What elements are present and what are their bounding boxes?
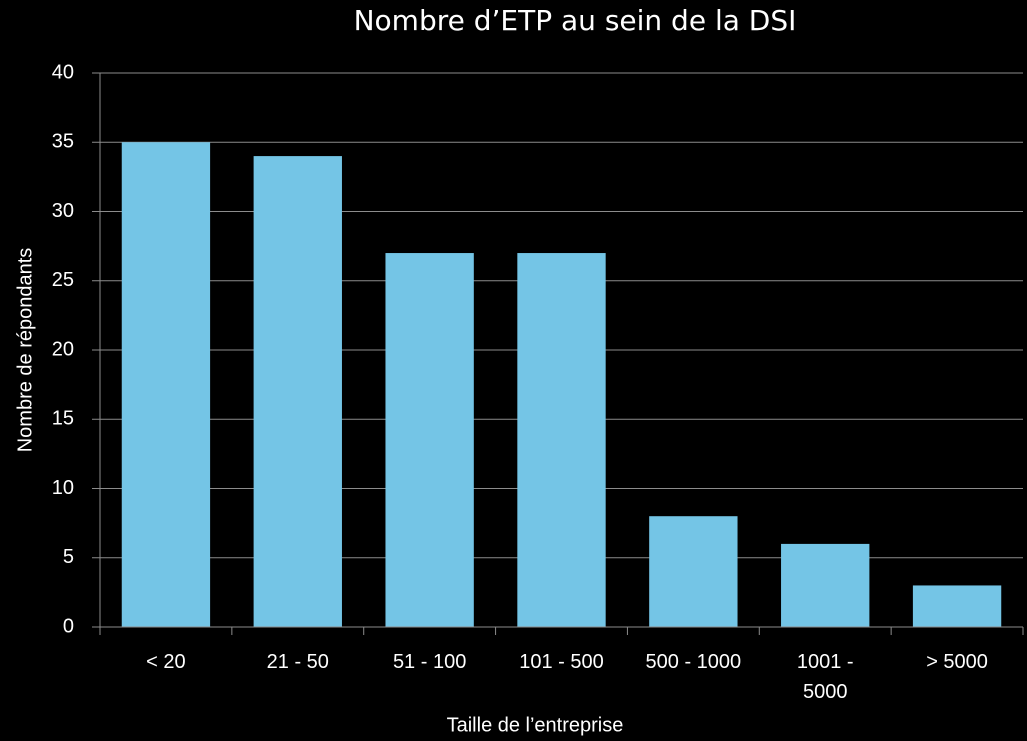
y-tick-label: 30 <box>52 200 74 222</box>
x-tick-label: 500 - 1000 <box>645 651 742 673</box>
bar <box>253 156 342 627</box>
x-tick-label: 21 - 50 <box>266 651 329 673</box>
x-tick-label: < 20 <box>146 651 186 673</box>
y-tick-label: 25 <box>52 269 74 291</box>
y-tick-label: 35 <box>52 131 74 153</box>
y-tick-label: 15 <box>52 408 74 430</box>
chart-title: Nombre d’ETP au sein de la DSI <box>354 4 797 37</box>
bar <box>781 543 870 627</box>
x-axis-label: Taille de l’entreprise <box>447 714 624 736</box>
y-tick-label: 0 <box>63 615 74 637</box>
bar <box>385 253 474 628</box>
bar <box>121 142 211 627</box>
y-tick-label: 20 <box>52 338 74 360</box>
y-tick-label: 10 <box>52 477 74 499</box>
x-tick-label: > 5000 <box>926 651 988 673</box>
bar <box>912 585 1002 627</box>
y-tick-label: 5 <box>63 546 74 568</box>
x-tick-label: 101 - 500 <box>519 651 604 673</box>
x-tick-label: 51 - 100 <box>392 651 467 673</box>
bar <box>517 253 606 628</box>
x-tick-label: 1001 - 5000 <box>796 651 854 703</box>
bar <box>649 516 738 627</box>
y-tick-label: 40 <box>52 61 74 83</box>
y-axis-label: Nombre de répondants <box>14 248 36 453</box>
